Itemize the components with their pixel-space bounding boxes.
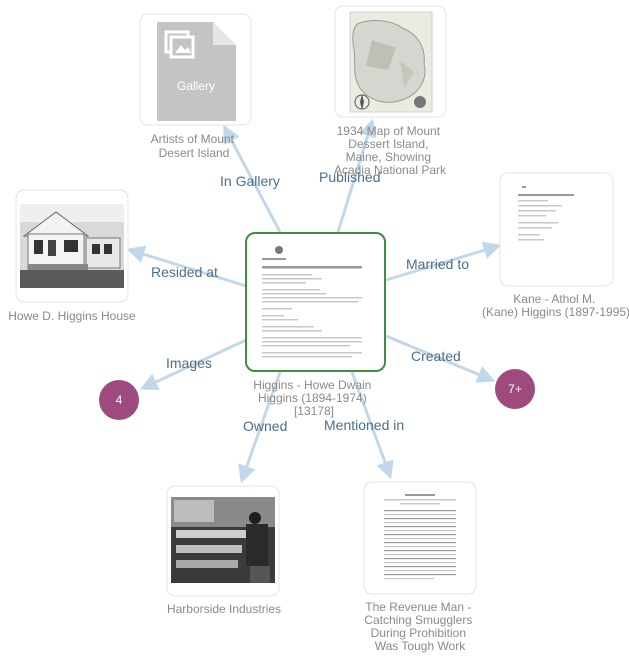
edge-owned: [238, 371, 282, 484]
node-label-center-line-2: Higgins (1894-1974): [258, 391, 367, 405]
edge-published: [336, 118, 377, 233]
house-photo: [20, 204, 124, 288]
edge-images: [139, 338, 247, 391]
node-label-center-line-1: Higgins - Howe Dwain: [253, 378, 371, 392]
node-label-map: 1934 Map of Mount Dessert Island, Maine,…: [334, 124, 447, 177]
node-label-gallery-line-2: Desert Island: [159, 146, 230, 160]
node-label-spouse: Kane - Athol M. (Kane) Higgins (1897-199…: [482, 292, 629, 319]
node-images-count[interactable]: 4: [99, 380, 139, 420]
node-map[interactable]: [334, 5, 447, 118]
node-label-gallery: Artists of Mount Desert Island: [151, 132, 238, 160]
edge-label-published: Published: [319, 169, 381, 185]
node-label-map-line-4: Acadia National Park: [334, 163, 447, 177]
node-spouse[interactable]: [499, 172, 614, 287]
node-label-map-line-3: Maine, Showing: [346, 150, 431, 164]
edge-resided-at: [126, 245, 247, 288]
images-count-text: 4: [116, 393, 123, 407]
node-created-count[interactable]: 7+: [495, 369, 535, 409]
edge-label-in-gallery: In Gallery: [220, 173, 280, 189]
edge-label-married-to: Married to: [406, 256, 469, 272]
node-center[interactable]: [245, 232, 386, 372]
edge-married-to: [385, 241, 502, 282]
node-label-article-line-2: Catching Smugglers: [364, 613, 472, 627]
node-industries[interactable]: [166, 485, 280, 597]
node-label-article-line-1: The Revenue Man -: [365, 600, 471, 614]
node-label-industries: Harborside Industries: [167, 602, 281, 616]
node-label-spouse-line-2: (Kane) Higgins (1897-1995): [482, 305, 629, 319]
edge-mentioned-in: [350, 371, 394, 480]
node-label-center-line-3: [13178]: [294, 404, 334, 418]
node-label-article: The Revenue Man - Catching Smugglers Dur…: [364, 600, 475, 653]
node-gallery[interactable]: Gallery: [139, 13, 252, 126]
node-label-house: Howe D. Higgins House: [8, 309, 136, 323]
edge-label-mentioned-in: Mentioned in: [324, 417, 404, 433]
node-house[interactable]: [15, 189, 129, 303]
edge-label-owned: Owned: [243, 418, 287, 434]
node-label-article-line-3: During Prohibition: [371, 626, 466, 640]
node-label-center: Higgins - Howe Dwain Higgins (1894-1974)…: [253, 378, 374, 418]
created-count-text: 7+: [508, 382, 522, 396]
edge-created: [385, 334, 496, 383]
node-label-map-line-2: Dessert Island,: [348, 137, 428, 151]
node-label-gallery-line-1: Artists of Mount: [151, 132, 235, 146]
industries-photo: [171, 497, 275, 583]
edge-label-created: Created: [411, 348, 461, 364]
edge-label-images: Images: [166, 355, 212, 371]
spouse-document-thumbnail: [518, 186, 574, 241]
node-label-map-line-1: 1934 Map of Mount: [337, 124, 441, 138]
node-label-spouse-line-1: Kane - Athol M.: [513, 292, 595, 306]
center-document-thumbnail: [262, 246, 362, 358]
edges: [126, 118, 502, 484]
edge-in-gallery: [223, 124, 282, 233]
edge-label-resided-at: Resided at: [151, 264, 218, 280]
gallery-icon: Gallery: [157, 22, 236, 121]
gallery-icon-text: Gallery: [177, 79, 215, 93]
map-thumbnail: [349, 11, 433, 113]
article-document-thumbnail: [384, 494, 456, 580]
node-label-article-line-4: Was Tough Work: [375, 639, 466, 653]
node-article[interactable]: [363, 481, 477, 595]
